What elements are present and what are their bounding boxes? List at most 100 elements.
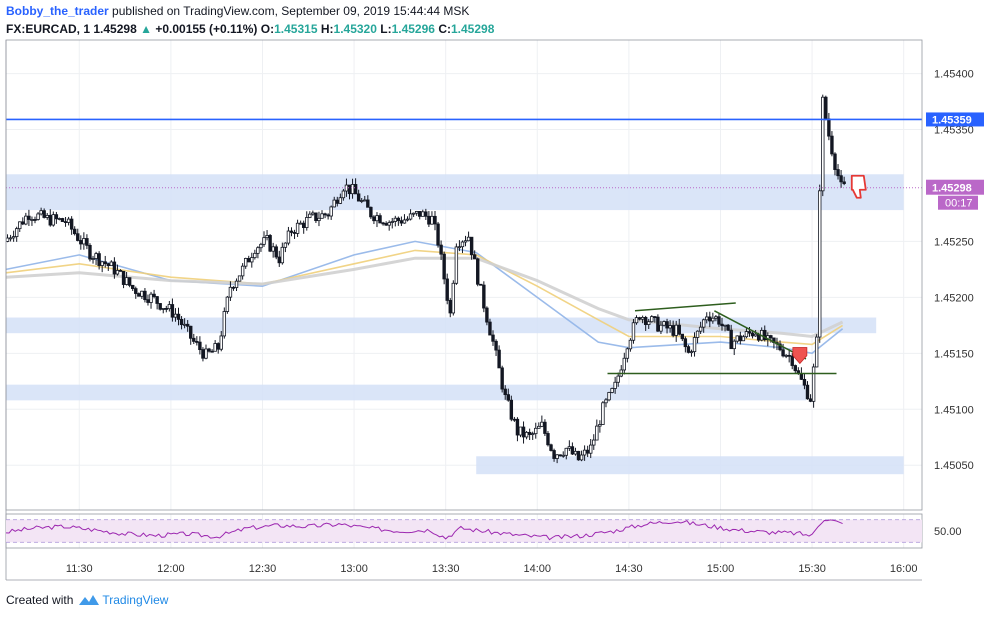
candle-body (69, 218, 74, 230)
high-label: H: (320, 22, 334, 36)
time-tick-label: 14:30 (615, 563, 643, 575)
candle-body (24, 215, 28, 225)
candle-body (451, 282, 456, 314)
candle-body (8, 237, 13, 240)
candle-body (192, 337, 196, 342)
candle-body (79, 240, 83, 245)
candle-body (628, 339, 633, 350)
support-resistance-zones (6, 174, 904, 475)
price-tick-label: 1.45250 (934, 236, 974, 248)
candle-body (411, 212, 416, 215)
candle-body (103, 261, 107, 265)
candle-body (735, 335, 739, 342)
rsi-tick-label: 50.00 (934, 526, 962, 538)
candle-body (512, 418, 517, 421)
candle-body (463, 240, 468, 243)
candle-body (601, 402, 605, 425)
footer: Created with TradingView (6, 593, 168, 607)
candle-body (570, 446, 575, 455)
candle-body (54, 214, 59, 220)
publish-info: Bobby_the_trader published on TradingVie… (6, 4, 469, 18)
candle-body (335, 199, 339, 204)
candle-body (637, 317, 642, 320)
candle-body (21, 221, 25, 225)
countdown-badge (938, 195, 978, 210)
candle-body (143, 290, 147, 301)
time-tick-label: 15:30 (798, 563, 826, 575)
candle-body (488, 321, 492, 336)
candle-body (671, 325, 675, 336)
candle-body (387, 222, 391, 226)
candle-body (595, 425, 599, 441)
tradingview-brand-link[interactable]: TradingView (102, 593, 169, 607)
low-value: 1.45296 (391, 22, 435, 36)
candle-body (57, 218, 62, 220)
time-axis[interactable]: 11:30 12:00 12:30 13:00 13:30 14:00 14:30 15:00… (66, 563, 918, 575)
candle-body (418, 210, 422, 217)
candle-body (540, 421, 544, 427)
candle-body (610, 388, 614, 393)
resistance-price-badge (926, 112, 984, 127)
candle-body (228, 286, 233, 298)
chart-frame (5, 39, 923, 581)
candle-body (225, 296, 230, 312)
candle-body (659, 324, 663, 332)
candle-body (347, 184, 352, 195)
candle-body (717, 316, 721, 325)
rsi-line (5, 519, 843, 541)
candle-body (802, 378, 807, 386)
candle-body (396, 217, 401, 222)
candle-body (350, 184, 355, 195)
candle-body (372, 216, 376, 222)
candle-body (118, 270, 123, 272)
time-tick-label: 13:30 (432, 563, 460, 575)
candle-body (311, 212, 315, 215)
candle-body (179, 318, 184, 326)
candle-body (445, 278, 449, 301)
candle-body (491, 334, 495, 342)
candle-body (448, 300, 452, 314)
candle-body (552, 450, 556, 459)
trend-line (714, 310, 807, 360)
candle-body (280, 246, 285, 264)
candle-body (247, 258, 251, 263)
candle-body (274, 246, 278, 258)
candle-body (427, 215, 431, 225)
candle-body (5, 237, 10, 242)
candle-body (555, 454, 559, 459)
candle-body (744, 331, 749, 338)
author-link[interactable]: Bobby_the_trader (6, 4, 109, 18)
candle-body (674, 324, 678, 336)
candle-body (140, 290, 144, 297)
candle-body (482, 284, 486, 309)
candle-body (640, 317, 645, 320)
candle-body (253, 252, 257, 259)
candle-body (454, 246, 459, 284)
rsi-band-fill (6, 519, 922, 543)
candle-body (589, 444, 593, 454)
main-pane-border (5, 39, 923, 511)
candle-body (613, 381, 617, 389)
price-axis[interactable]: 1.45050 1.45100 1.45150 1.45200 1.45250 1.453… (934, 69, 974, 538)
candle-body (592, 439, 596, 446)
time-tick-label: 13:00 (340, 563, 368, 575)
candle-body (683, 338, 688, 348)
candle-body (643, 317, 648, 325)
candle-body (741, 336, 746, 342)
time-tick-label: 15:00 (707, 563, 735, 575)
candle-body (494, 340, 498, 351)
candle-body (82, 238, 86, 245)
candle-body (106, 263, 110, 267)
candle-body (799, 373, 804, 380)
candle-body (769, 335, 773, 339)
price-zone (6, 174, 904, 211)
close-value: 1.45298 (450, 22, 495, 36)
candle-body (134, 288, 138, 294)
candle-body (198, 341, 202, 351)
candle-body (124, 277, 129, 285)
candle-body (112, 261, 117, 275)
candle-body (216, 343, 220, 350)
candle-body (833, 153, 837, 170)
candle-body (582, 449, 587, 456)
